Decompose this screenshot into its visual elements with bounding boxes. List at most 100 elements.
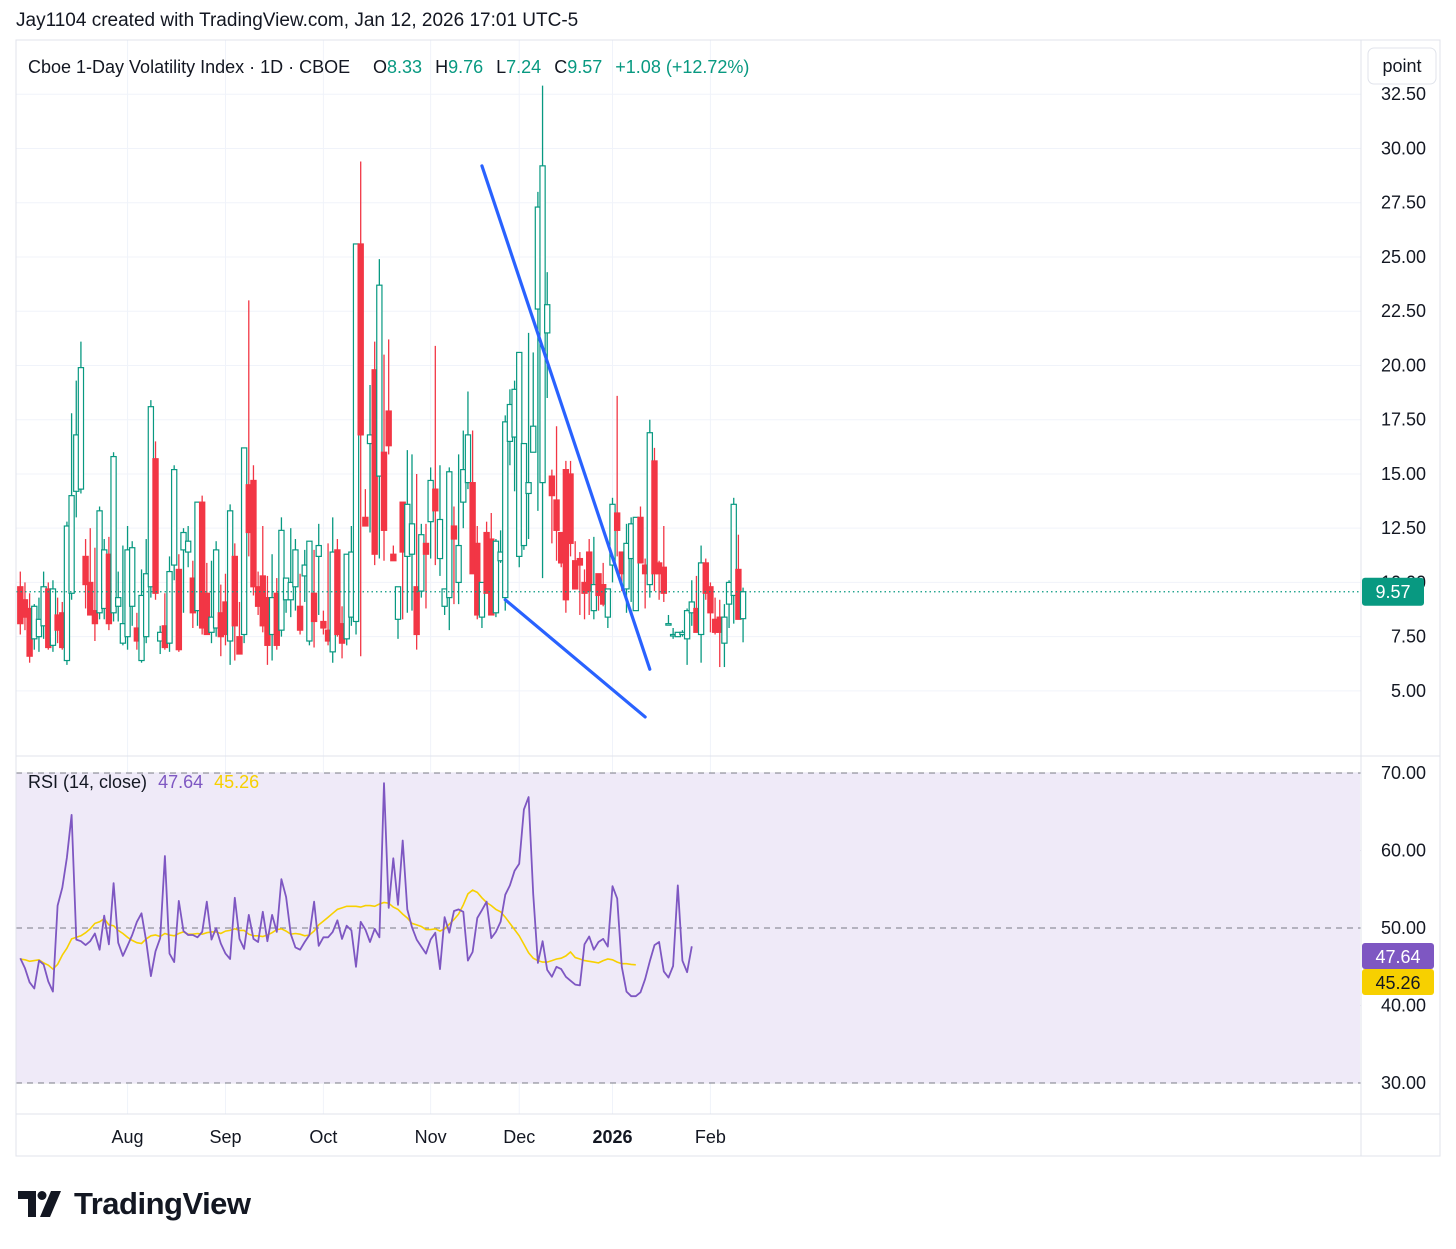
trendline[interactable]: [480, 164, 652, 671]
rsi-legend-label: RSI (14, close): [28, 772, 147, 792]
candle: [212, 541, 220, 637]
candle-body: [730, 503, 737, 597]
rsi-legend: RSI (14, close) 47.64 45.26: [28, 772, 259, 792]
price-tick-label: 22.50: [1381, 301, 1426, 321]
candle: [613, 395, 621, 557]
candle: [604, 588, 612, 628]
candle-body: [571, 560, 579, 590]
candle: [77, 341, 85, 494]
candle: [278, 517, 285, 637]
candle-body: [418, 534, 425, 592]
candle: [170, 465, 178, 581]
candle: [296, 573, 304, 635]
candle-body: [82, 555, 89, 586]
candle: [697, 545, 705, 663]
candle: [240, 447, 248, 644]
candle-body: [68, 495, 75, 594]
candle-body: [436, 518, 444, 560]
legend-symbol: Cboe 1-Day Volatility Index · 1D · CBOE: [28, 57, 350, 77]
candle: [334, 539, 341, 637]
candle: [362, 489, 369, 527]
candle-body: [87, 581, 94, 616]
candle-body: [688, 601, 695, 614]
candle-body: [390, 553, 397, 562]
candle: [530, 352, 537, 453]
candle-body: [422, 542, 430, 555]
time-tick-label: Sep: [209, 1127, 241, 1147]
rsi-lines: [19, 782, 693, 998]
price-axis[interactable]: 5.007.5010.0012.5015.0017.5020.0022.5025…: [1381, 84, 1426, 701]
rsi-ma-value-label: 45.26: [1375, 973, 1420, 993]
candle-body: [292, 549, 299, 588]
candle: [585, 539, 593, 615]
candle: [707, 582, 714, 633]
candle-body: [585, 551, 593, 592]
candle: [688, 580, 695, 626]
rsi-ma-value-badge: 45.26: [1362, 969, 1434, 995]
candle: [637, 506, 644, 564]
candle: [702, 558, 709, 600]
candle: [730, 497, 737, 624]
candle-body: [184, 540, 192, 553]
candle-body: [567, 473, 574, 544]
tradingview-logo[interactable]: TradingView: [18, 1186, 251, 1222]
candle-body: [315, 544, 322, 557]
rsi-axis[interactable]: 30.00 40.00 50.00 60.00 70.00: [1381, 763, 1426, 1093]
change-value: +1.08 (+12.72%): [615, 57, 749, 77]
rsi-line: [19, 782, 693, 998]
candle: [129, 541, 136, 626]
rsi-legend-value: 47.64: [158, 772, 203, 792]
candle: [632, 516, 640, 612]
candle-body: [576, 557, 584, 566]
rsi-value-badge: 47.64: [1362, 943, 1434, 969]
candle: [464, 391, 472, 490]
candle-body: [478, 581, 486, 618]
candlestick-series: [16, 85, 1361, 668]
tradingview-logo-text: TradingView: [74, 1186, 251, 1221]
candle: [590, 536, 598, 620]
close-value: 9.57: [567, 57, 602, 77]
scale-mode-button[interactable]: [1367, 47, 1437, 85]
candle: [380, 354, 388, 561]
candle-body: [380, 451, 388, 531]
rsi-value-label: 47.64: [1375, 947, 1420, 967]
candle: [544, 272, 551, 398]
candle-body: [432, 488, 439, 512]
candle: [450, 506, 458, 605]
candle-body: [474, 542, 481, 616]
candle: [474, 526, 481, 620]
candle-body: [502, 421, 509, 599]
candle-body: [115, 597, 122, 607]
candle-body: [530, 425, 537, 453]
candle: [436, 465, 444, 576]
tradingview-logo-icon: [18, 1191, 61, 1217]
candle: [236, 601, 243, 655]
candle-body: [376, 284, 383, 477]
rsi-tick-label: 50.00: [1381, 918, 1426, 938]
candle: [525, 332, 532, 540]
candle-body: [464, 434, 472, 484]
candle-body: [91, 610, 99, 625]
candle-body: [460, 469, 467, 503]
candle: [203, 562, 211, 636]
candle: [390, 545, 397, 562]
candle-body: [240, 447, 248, 636]
rsi-ma-legend-value: 45.26: [214, 772, 259, 792]
trendline[interactable]: [503, 598, 647, 719]
time-axis[interactable]: Aug Sep Oct Nov Dec 2026 Feb: [112, 1127, 726, 1147]
candle-body: [637, 516, 644, 564]
rsi-ma-line: [20, 889, 636, 971]
candle: [250, 465, 257, 596]
candle: [68, 413, 75, 600]
low-label: L: [496, 57, 506, 77]
candle-body: [231, 555, 238, 627]
candle-body: [166, 570, 173, 644]
candle: [660, 526, 667, 602]
price-tick-label: 5.00: [1391, 681, 1426, 701]
high-label: H: [435, 57, 448, 77]
price-tick-label: 7.50: [1391, 627, 1426, 647]
candle: [571, 541, 579, 590]
candle-body: [469, 482, 476, 575]
candle: [422, 523, 430, 609]
